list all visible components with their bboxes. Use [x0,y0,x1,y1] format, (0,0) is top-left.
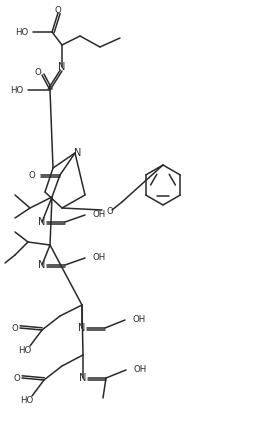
Text: N: N [38,260,45,270]
Text: OH: OH [93,210,106,218]
Text: N: N [74,148,81,158]
Text: O: O [107,206,113,215]
Text: HO: HO [10,85,24,94]
Text: HO: HO [15,28,28,36]
Text: OH: OH [93,252,106,262]
Text: O: O [28,170,35,179]
Text: OH: OH [133,364,147,373]
Text: O: O [13,373,20,383]
Text: N: N [78,323,85,333]
Text: O: O [12,324,18,332]
Text: O: O [35,68,41,77]
Text: HO: HO [18,345,31,355]
Text: N: N [58,62,66,72]
Text: OH: OH [133,315,146,324]
Text: O: O [54,5,61,15]
Text: N: N [38,217,45,227]
Text: N: N [79,373,86,383]
Text: HO: HO [20,396,34,405]
